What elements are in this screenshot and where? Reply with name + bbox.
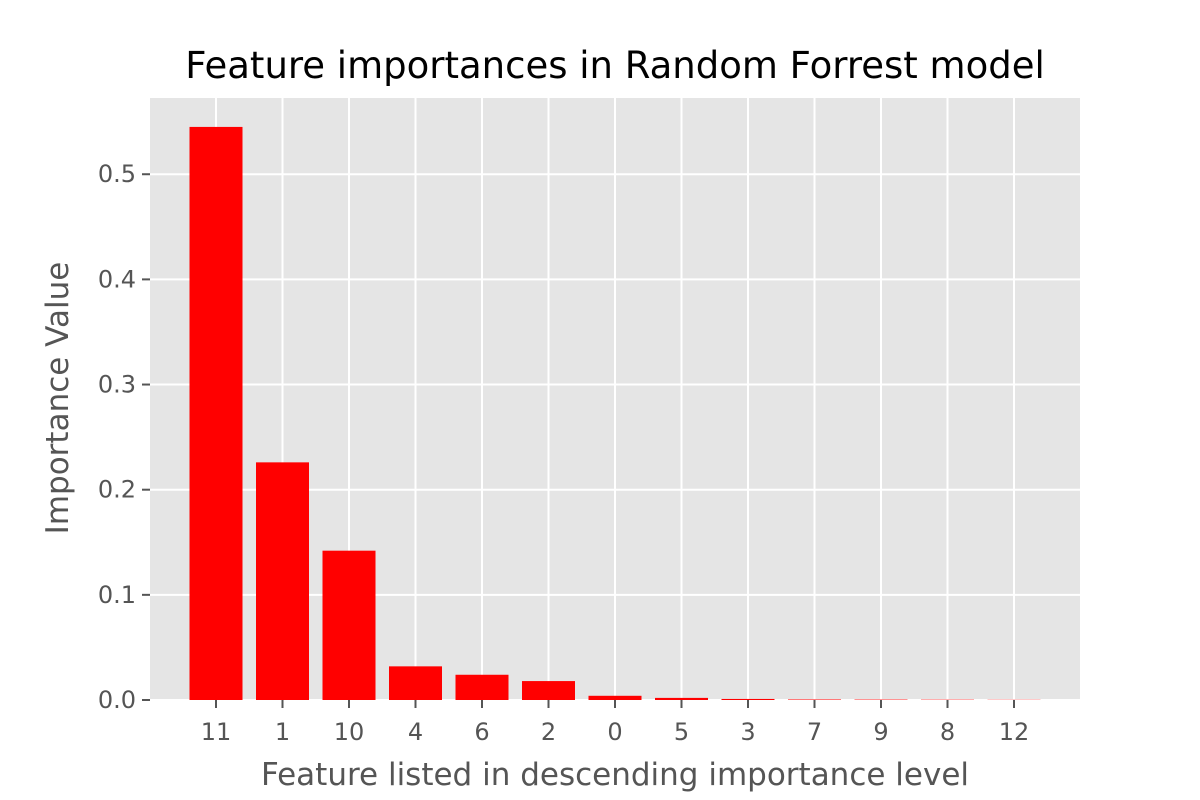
y-tick-label: 0.1 — [98, 581, 136, 609]
chart-title: Feature importances in Random Forrest mo… — [185, 44, 1045, 87]
x-tick-label: 6 — [474, 718, 489, 746]
y-tick-label: 0.4 — [98, 265, 136, 293]
x-tick-label: 2 — [541, 718, 556, 746]
x-tick-label: 4 — [408, 718, 423, 746]
bar-feature-2 — [522, 681, 575, 700]
y-axis-ticks: 0.0 0.1 0.2 0.3 0.4 0.5 — [98, 160, 150, 714]
x-tick-label: 7 — [807, 718, 822, 746]
bar-feature-6 — [455, 674, 509, 700]
y-tick-label: 0.2 — [98, 476, 136, 504]
y-tick-label: 0.3 — [98, 371, 136, 399]
x-tick-label: 8 — [940, 718, 955, 746]
bar-feature-3 — [721, 698, 775, 700]
x-tick-label: 12 — [999, 718, 1030, 746]
bar-feature-10 — [322, 550, 376, 700]
y-tick-label: 0.0 — [98, 686, 136, 714]
bar-feature-0 — [588, 695, 642, 700]
x-axis-label: Feature listed in descending importance … — [261, 757, 969, 793]
bar-feature-4 — [389, 666, 442, 700]
bar-feature-1 — [256, 462, 309, 700]
x-tick-label: 5 — [674, 718, 689, 746]
x-axis-ticks: 11 1 10 4 6 2 0 5 3 7 9 8 12 — [201, 700, 1030, 746]
x-tick-label: 1 — [275, 718, 290, 746]
x-tick-label: 0 — [607, 718, 622, 746]
x-tick-label: 11 — [201, 718, 232, 746]
bars — [189, 126, 1041, 700]
bar-feature-5 — [655, 697, 708, 700]
x-tick-label: 3 — [740, 718, 755, 746]
x-tick-label: 9 — [873, 718, 888, 746]
y-tick-label: 0.5 — [98, 160, 136, 188]
bar-feature-11 — [189, 126, 243, 700]
x-tick-label: 10 — [334, 718, 365, 746]
y-axis-label: Importance Value — [40, 262, 76, 535]
bar-feature-7 — [788, 699, 841, 700]
